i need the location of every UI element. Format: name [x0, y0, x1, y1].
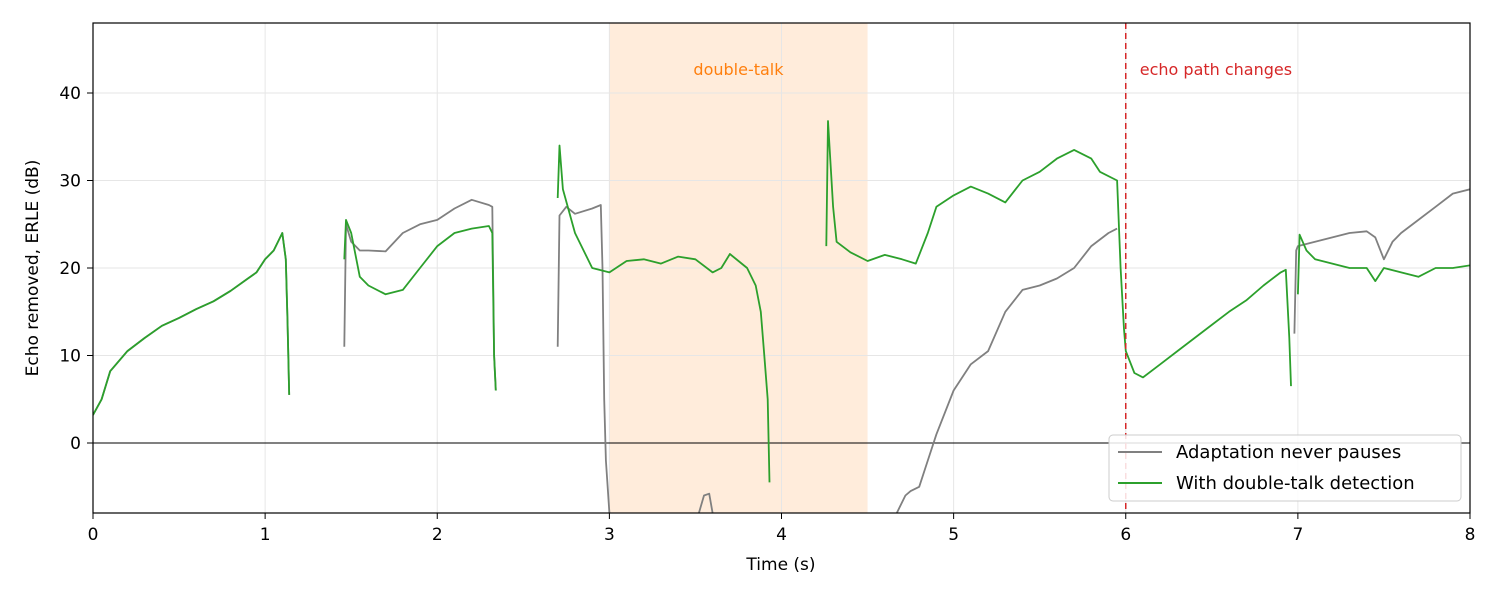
- legend-box: [1108, 434, 1462, 502]
- x-tick-label: 0: [88, 525, 99, 545]
- series-line-with-double-talk-detection: [1297, 233, 1470, 295]
- series-line-adaptation-never-pauses: [895, 227, 1118, 513]
- x-tick-label: 7: [1292, 525, 1303, 545]
- series-line-with-double-talk-detection: [343, 218, 497, 391]
- x-axis-label: Time (s): [745, 555, 815, 575]
- x-tick-label: 2: [432, 525, 443, 545]
- x-tick-label: 4: [776, 525, 787, 545]
- legend-label-with-double-talk-detection: With double-talk detection: [1176, 473, 1415, 494]
- echo-path-change-label: echo path changes: [1140, 60, 1292, 79]
- double-talk-label: double-talk: [693, 60, 784, 79]
- series-line-with-double-talk-detection: [825, 120, 1292, 387]
- x-tick-label: 6: [1120, 525, 1131, 545]
- x-tick-label: 5: [948, 525, 959, 545]
- series-line-adaptation-never-pauses: [556, 204, 611, 513]
- series-line-with-double-talk-detection: [93, 232, 291, 416]
- y-tick-label: 0: [70, 434, 81, 454]
- x-tick-label: 8: [1465, 525, 1476, 545]
- y-tick-label: 20: [59, 259, 81, 279]
- series-line-adaptation-never-pauses: [698, 492, 714, 513]
- y-tick-label: 10: [59, 347, 81, 367]
- series-with-double-talk-detection: [93, 120, 1470, 483]
- x-tick-label: 3: [604, 525, 615, 545]
- y-axis-label: Echo removed, ERLE (dB): [23, 160, 43, 377]
- legend: Adaptation never pauses With double-talk…: [1108, 434, 1462, 502]
- series-line-with-double-talk-detection: [556, 144, 771, 483]
- legend-label-adaptation-never-pauses: Adaptation never pauses: [1176, 442, 1401, 463]
- y-tick-label: 30: [59, 172, 81, 192]
- series-line-adaptation-never-pauses: [93, 232, 291, 416]
- x-tick-label: 1: [260, 525, 271, 545]
- y-tick-label: 40: [59, 84, 81, 104]
